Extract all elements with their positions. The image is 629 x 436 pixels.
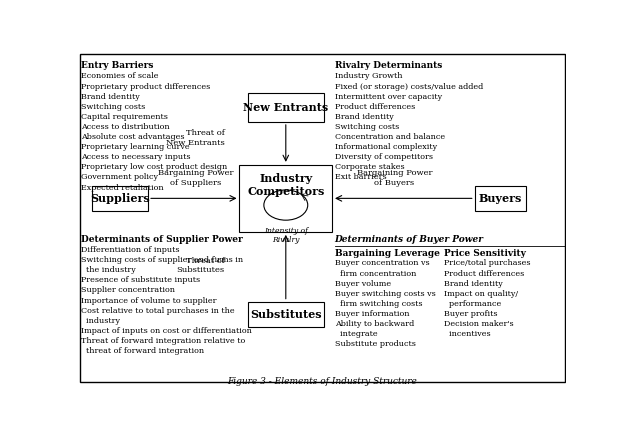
- Text: New Entrants: New Entrants: [243, 102, 328, 113]
- Text: Determinants of Buyer Power: Determinants of Buyer Power: [335, 235, 484, 244]
- Text: Price Sensitivity: Price Sensitivity: [444, 249, 526, 258]
- Text: Threat of
Substitutes: Threat of Substitutes: [177, 257, 225, 274]
- Text: Substitutes: Substitutes: [250, 309, 321, 320]
- Text: Bargaining Power
of Buyers: Bargaining Power of Buyers: [357, 170, 432, 187]
- FancyBboxPatch shape: [475, 186, 526, 211]
- FancyBboxPatch shape: [248, 302, 323, 327]
- Text: Industry Growth
Fixed (or storage) costs/value added
Intermittent over capacity
: Industry Growth Fixed (or storage) costs…: [335, 72, 483, 181]
- Text: Bargaining Leverage: Bargaining Leverage: [335, 249, 440, 258]
- Text: Price/total purchases
Product differences
Brand identity
Impact on quality/
  pe: Price/total purchases Product difference…: [444, 259, 531, 338]
- Text: Buyer concentration vs
  firm concentration
Buyer volume
Buyer switching costs v: Buyer concentration vs firm concentratio…: [335, 259, 435, 348]
- Text: Figure 3 - Elements of Industry Structure: Figure 3 - Elements of Industry Structur…: [228, 378, 417, 386]
- Text: Threat of
New Entrants: Threat of New Entrants: [166, 129, 225, 146]
- FancyBboxPatch shape: [240, 165, 332, 232]
- Text: Industry
Competitors: Industry Competitors: [247, 173, 325, 197]
- Text: Economies of scale
Proprietary product differences
Brand identity
Switching cost: Economies of scale Proprietary product d…: [81, 72, 227, 191]
- Text: Entry Barriers: Entry Barriers: [81, 61, 153, 70]
- Text: Buyers: Buyers: [479, 193, 522, 204]
- Text: Bargaining Power
of Suppliers: Bargaining Power of Suppliers: [158, 170, 233, 187]
- Text: Differentiation of inputs
Switching costs of supplier and firms in
  the industr: Differentiation of inputs Switching cost…: [81, 246, 252, 355]
- Text: Suppliers: Suppliers: [90, 193, 150, 204]
- Text: Rivalry Determinants: Rivalry Determinants: [335, 61, 442, 70]
- Text: Determinants of Supplier Power: Determinants of Supplier Power: [81, 235, 243, 244]
- FancyBboxPatch shape: [248, 93, 323, 122]
- FancyBboxPatch shape: [92, 186, 148, 211]
- Text: Intensity of
Rivalry: Intensity of Rivalry: [264, 227, 308, 244]
